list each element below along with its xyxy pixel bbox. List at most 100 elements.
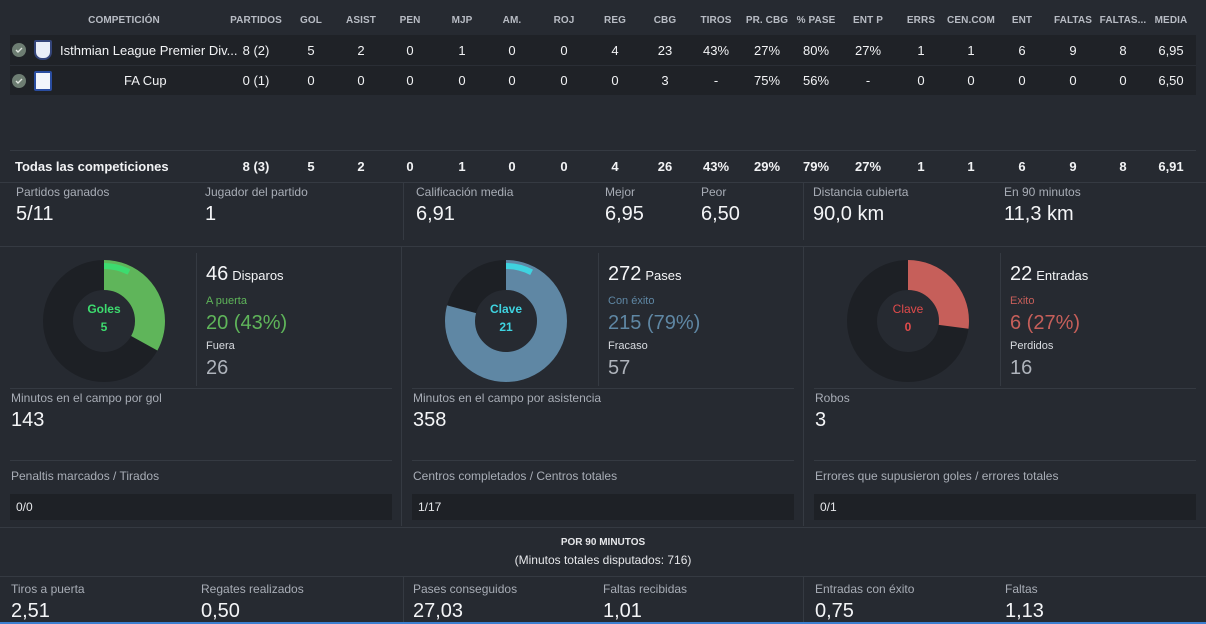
motm-label: Jugador del partido [205, 185, 308, 199]
club-crest-icon [34, 40, 52, 60]
per90-tackles-value: 0,75 [815, 600, 854, 622]
mins-per-assist-label: Minutos en el campo por asistencia [413, 391, 602, 405]
table-cell: 4 [611, 42, 619, 58]
table-cell: 5 [307, 42, 315, 58]
per90-dribbles-label: Regates realizados [201, 582, 304, 596]
tackles-unit: Entradas [1036, 268, 1089, 283]
table-cell: 27% [753, 42, 781, 58]
column-header: FALTAS... [1099, 14, 1147, 26]
table-cell: 8 [1119, 42, 1127, 58]
column-header: ENT P [853, 14, 883, 26]
total-cell: 8 (3) [242, 158, 270, 174]
table-cell: 0 [1119, 73, 1127, 88]
column-header: ASIST [346, 14, 376, 26]
table-cell: 0 [1018, 73, 1026, 88]
column-header: ERRS [906, 14, 936, 26]
divider [403, 182, 404, 240]
table-cell: 80% [802, 42, 830, 58]
table-header: COMPETICIÓN PARTIDOS GOL ASIST PEN MJP AM. ROJ R… [10, 6, 1196, 34]
divider [803, 182, 804, 240]
table-row[interactable]: FA Cup 0 (1) 0 0 0 0 0 0 0 3 - 75% 56% - 0 0 0 0 0 6,50 [10, 65, 1196, 95]
key-passes-ring-value: 21 [499, 320, 513, 334]
column-header: REG [604, 14, 626, 26]
mins-per-goal-value: 143 [11, 409, 45, 431]
competition-stats-table: COMPETICIÓN PARTIDOS GOL ASIST PEN MJP AM. ROJ R… [0, 0, 1206, 182]
divider [814, 388, 1196, 389]
total-cell: 1 [917, 158, 925, 174]
passes-total: 272 Pases [608, 263, 682, 286]
total-cell: 0 [406, 158, 414, 174]
total-cell: 6,91 [1158, 158, 1184, 174]
divider [10, 460, 392, 461]
motm-value: 1 [205, 203, 217, 225]
divider [0, 576, 1206, 577]
column-header: MEDIA [1154, 14, 1188, 26]
table-cell: 9 [1069, 42, 1077, 58]
per90-fouls-against-label: Faltas recibidas [603, 582, 688, 596]
table-cell: 8 (2) [242, 42, 270, 58]
table-cell: 0 [508, 73, 516, 88]
table-cell: 0 [917, 73, 925, 88]
per90-fouls-against-value: 1,01 [603, 600, 642, 622]
table-cell: 3 [661, 73, 669, 88]
column-header: ROJ [553, 14, 575, 26]
window-bottom-edge [0, 622, 1206, 624]
shots-unit: Disparos [232, 268, 284, 283]
column-header: CBG [653, 14, 677, 26]
table-cell: - [713, 73, 719, 88]
per90-subtitle: (Minutos totales disputados: 716) [514, 553, 692, 567]
passes-ring-accent [448, 263, 564, 379]
divider [412, 460, 794, 461]
fa-crest-icon [34, 71, 52, 91]
divider [803, 247, 804, 526]
divider [814, 460, 1196, 461]
table-cell: 0 [508, 42, 516, 58]
table-cell: 0 [458, 73, 466, 88]
key-tackles-ring-value: 0 [904, 320, 912, 334]
table-cell: 1 [458, 42, 466, 58]
competition-name[interactable]: Isthmian League Premier Div... [60, 42, 238, 58]
divider [401, 247, 402, 526]
check-icon [12, 74, 26, 88]
total-cell: 8 [1119, 158, 1127, 174]
divider [0, 246, 1206, 247]
column-header: AM. [502, 14, 522, 26]
per90-tackles-label: Entradas con éxito [815, 582, 915, 596]
avg-rating-label: Calificación media [416, 185, 514, 199]
shots-off-target-value: 26 [206, 357, 229, 379]
per90-passes-label: Pases conseguidos [413, 582, 518, 596]
total-cell: 29% [753, 158, 781, 174]
passes-failed-label: Fracaso [608, 340, 648, 352]
divider [0, 527, 1206, 528]
goals-ring-chart [43, 260, 165, 382]
table-cell: 0 (1) [242, 73, 270, 88]
table-cell: 23 [657, 42, 673, 58]
column-header: GOL [300, 14, 322, 26]
table-cell: 1 [917, 42, 925, 58]
total-cell: 0 [560, 158, 568, 174]
total-cell: 1 [967, 158, 975, 174]
total-cell: 6 [1018, 158, 1026, 174]
divider [598, 253, 599, 386]
column-header: CEN.COM [947, 14, 995, 26]
table-cell: 56% [802, 73, 830, 88]
per90-distance-value: 11,3 km [1004, 203, 1074, 225]
table-row[interactable]: Isthmian League Premier Div... 8 (2) 5 2 0 1 0… [10, 35, 1196, 65]
check-icon [12, 43, 26, 57]
goals-ring-segment [43, 260, 165, 382]
per90-distance-label: En 90 minutos [1004, 185, 1081, 199]
per90-shots-on-target-value: 2,51 [11, 600, 50, 622]
competition-name[interactable]: FA Cup [124, 73, 167, 88]
tackles-total: 22 Entradas [1010, 263, 1088, 286]
table-cell: 75% [753, 73, 781, 88]
total-cell: 5 [307, 158, 315, 174]
shots-on-target-value: 20 (43%) [206, 312, 288, 334]
best-rating-value: 6,95 [605, 203, 644, 225]
column-header: COMPETICIÓN [88, 14, 160, 26]
table-cell: 43% [702, 42, 730, 58]
per90-fouls-value: 1,13 [1005, 600, 1044, 622]
table-cell: 0 [611, 73, 619, 88]
penalties-value: 0/0 [10, 494, 392, 520]
total-cell: 0 [508, 158, 516, 174]
column-header: PR. CBG [745, 14, 789, 26]
